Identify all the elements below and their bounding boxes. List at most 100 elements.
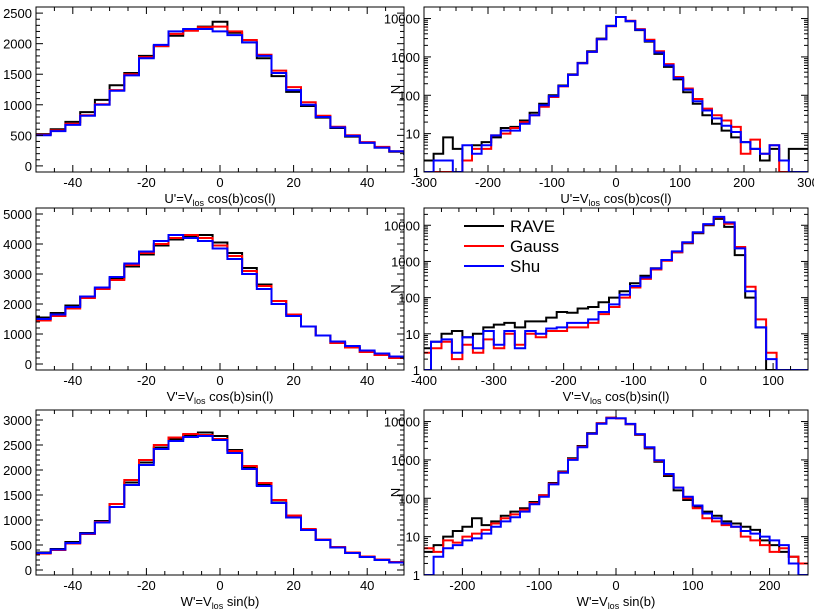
x-tick-label: -20 xyxy=(137,373,156,388)
series-line-shu xyxy=(424,215,808,370)
series-line-rave xyxy=(36,431,404,565)
x-tick-label: -400 xyxy=(411,373,437,388)
series-line-shu xyxy=(36,435,404,565)
x-tick-label: -40 xyxy=(63,373,82,388)
y-tick-label: 1500 xyxy=(3,488,32,503)
y-tick-label: 500 xyxy=(10,128,32,143)
x-axis-label: V'=Vlos cos(b)sin(l) xyxy=(167,389,274,406)
series-group xyxy=(424,215,808,370)
y-tick-label: 10 xyxy=(406,530,420,545)
y-tick-label: 0 xyxy=(25,159,32,174)
y-tick-label: 0 xyxy=(25,563,32,578)
y-axis-label: N xyxy=(388,488,403,497)
x-tick-label: 100 xyxy=(762,373,784,388)
x-axis-label: W'=Vlos sin(b) xyxy=(577,594,656,610)
y-axis-label: N xyxy=(388,85,403,94)
series-line-shu xyxy=(424,16,808,172)
x-tick-label: 300 xyxy=(797,175,814,190)
x-tick-label: -100 xyxy=(620,373,646,388)
x-axis-label: U'=Vlos cos(b)cos(l) xyxy=(164,191,275,208)
x-tick-label: 40 xyxy=(360,373,374,388)
y-tick-label: 1000 xyxy=(3,98,32,113)
y-tick-label: 10 xyxy=(406,127,420,142)
x-tick-label: -300 xyxy=(481,373,507,388)
plot-frame xyxy=(423,207,809,371)
x-tick-label: -200 xyxy=(551,373,577,388)
legend-label-shu: Shu xyxy=(510,257,540,276)
series-line-rave xyxy=(424,416,808,565)
x-tick-label: 0 xyxy=(612,175,619,190)
y-tick-label: 3000 xyxy=(3,267,32,282)
x-axis-label: U'=Vlos cos(b)cos(l) xyxy=(560,191,671,208)
series-line-shu xyxy=(424,417,808,575)
panel-4: -400 -300 -200 -100 0 100 1 10 100 1000 10000 N V'=V… xyxy=(384,207,809,406)
x-tick-label: -20 xyxy=(137,175,156,190)
y-tick-label: 1 xyxy=(413,165,420,180)
x-tick-label: 200 xyxy=(733,175,755,190)
y-tick-label: 10000 xyxy=(384,415,420,430)
y-tick-label: 10000 xyxy=(384,218,420,233)
y-tick-label: 1000 xyxy=(391,453,420,468)
x-tick-label: 100 xyxy=(682,578,704,593)
y-tick-label: 3000 xyxy=(3,413,32,428)
y-tick-label: 100 xyxy=(398,491,420,506)
x-tick-label: 0 xyxy=(216,578,223,593)
y-tick-label: 2000 xyxy=(3,297,32,312)
series-group xyxy=(36,431,404,565)
plot-frame xyxy=(35,409,405,576)
x-tick-label: 20 xyxy=(286,175,300,190)
x-tick-label: -40 xyxy=(63,175,82,190)
x-tick-label: 0 xyxy=(700,373,707,388)
x-tick-label: 20 xyxy=(286,578,300,593)
legend-label-rave: RAVE xyxy=(510,217,555,236)
x-tick-label: 40 xyxy=(360,175,374,190)
legend-label-gauss: Gauss xyxy=(510,237,559,256)
y-tick-label: 10 xyxy=(406,327,420,342)
x-tick-label: 0 xyxy=(612,578,619,593)
x-tick-label: -20 xyxy=(137,578,156,593)
series-line-shu xyxy=(36,234,404,360)
y-tick-label: 100 xyxy=(398,291,420,306)
panel-6: -200 -100 0 100 200 1 10 100 1000 10000 N W'=Vlos s… xyxy=(384,409,809,611)
x-tick-label: 20 xyxy=(286,373,300,388)
x-tick-label: 200 xyxy=(759,578,781,593)
series-group xyxy=(36,234,404,360)
x-tick-label: 100 xyxy=(669,175,691,190)
x-tick-label: 0 xyxy=(216,175,223,190)
y-tick-label: 5000 xyxy=(3,207,32,222)
y-tick-label: 500 xyxy=(10,538,32,553)
x-tick-label: -300 xyxy=(411,175,437,190)
y-tick-label: 1000 xyxy=(3,327,32,342)
series-line-gauss xyxy=(424,416,808,565)
panel-2: -300 -200 -100 0 100 200 300 1 10 100 1000 10000 N U'… xyxy=(384,6,814,208)
panel-5: -40 -20 0 20 40 0 500 1000 1500 2000 2500 3000 W'=Vl… xyxy=(3,409,405,611)
y-tick-label: 10000 xyxy=(384,12,420,27)
series-group xyxy=(36,20,404,155)
series-line-gauss xyxy=(36,433,404,564)
x-tick-label: -100 xyxy=(526,578,552,593)
x-tick-label: -100 xyxy=(539,175,565,190)
x-tick-label: -200 xyxy=(449,578,475,593)
y-tick-label: 2000 xyxy=(3,37,32,52)
y-tick-label: 2500 xyxy=(3,6,32,21)
y-tick-label: 1000 xyxy=(391,50,420,65)
x-axis-label: W'=Vlos sin(b) xyxy=(181,594,260,610)
y-tick-label: 1000 xyxy=(3,513,32,528)
y-tick-label: 1 xyxy=(413,363,420,378)
y-tick-label: 1 xyxy=(413,568,420,583)
y-tick-label: 2500 xyxy=(3,438,32,453)
y-tick-label: 0 xyxy=(25,357,32,372)
series-line-shu xyxy=(36,28,404,155)
x-tick-label: -40 xyxy=(63,578,82,593)
panel-1: -40 -20 0 20 40 0 500 1000 1500 2000 2500 U'=Vlos c… xyxy=(3,6,405,208)
y-tick-label: 1500 xyxy=(3,67,32,82)
y-tick-label: 2000 xyxy=(3,463,32,478)
series-group xyxy=(424,16,808,172)
y-tick-label: 100 xyxy=(398,88,420,103)
x-tick-label: -200 xyxy=(475,175,501,190)
plot-frame xyxy=(423,409,809,576)
panel-3: -40 -20 0 20 40 0 1000 2000 3000 4000 5000 V'=Vlos … xyxy=(3,207,405,406)
